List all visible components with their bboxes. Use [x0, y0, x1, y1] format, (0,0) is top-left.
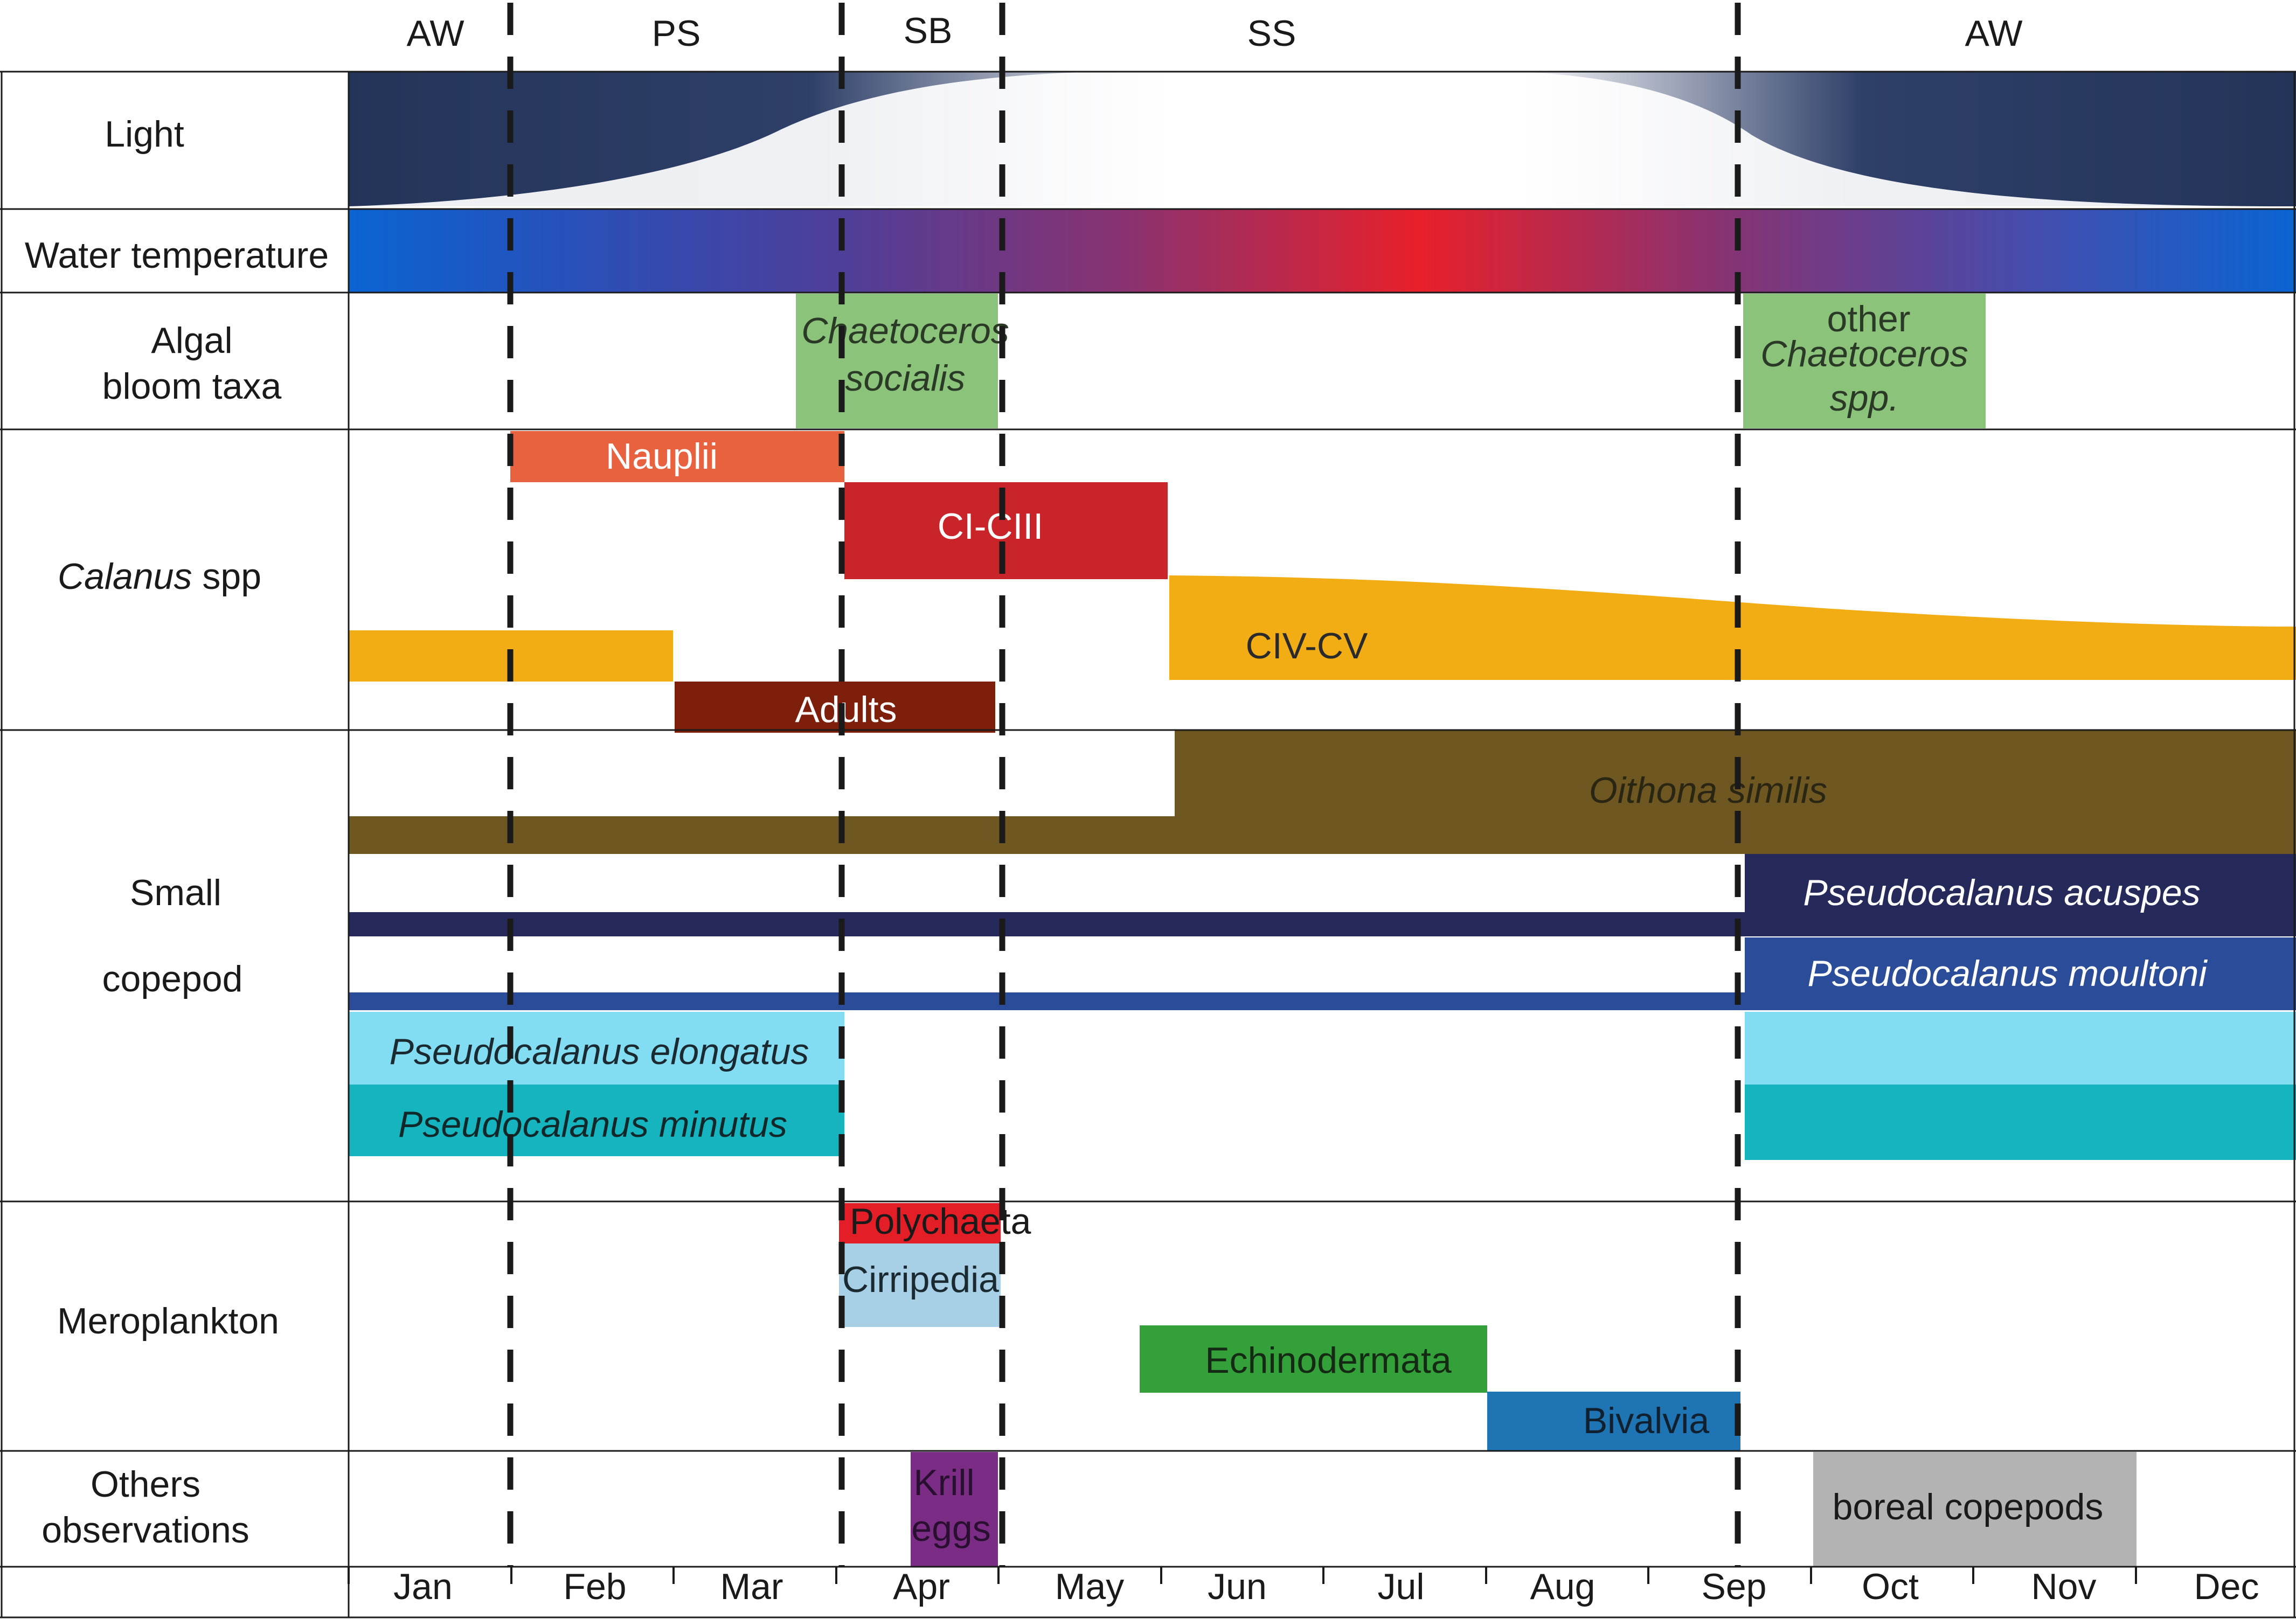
minutus-bar-autumn: [1745, 1085, 2296, 1160]
civ-cv-summer-shape: [1169, 575, 2296, 680]
acuspes-thick-bar: [1745, 854, 2296, 936]
ci-ciii-label: CI-CIII: [938, 506, 1043, 547]
calanus-bars: Nauplii CI-CIII CIV-CV Adults: [349, 431, 2296, 733]
row-label-small-copepod-2: copepod: [102, 958, 243, 999]
cirripedia-bar: [839, 1243, 1001, 1327]
month-label-mar: Mar: [720, 1566, 783, 1607]
krill-eggs-label-2: eggs: [911, 1508, 990, 1549]
elongatus-bar-autumn: [1745, 1012, 2296, 1085]
krill-eggs-bar: [911, 1452, 998, 1567]
month-label-dec: Dec: [2194, 1566, 2259, 1607]
krill-eggs-label-1: Krill: [913, 1462, 974, 1503]
bivalvia-bar: [1487, 1392, 1740, 1451]
water-temperature-band: [349, 209, 2296, 293]
civ-cv-label: CIV-CV: [1246, 626, 1368, 666]
polychaeta-bar: [839, 1203, 1001, 1243]
other-chaetoceros-label-3: spp.: [1830, 378, 1899, 419]
chaetoceros-socialis-bar: [796, 294, 998, 428]
table-grid: [0, 71, 2296, 1618]
month-label-feb: Feb: [563, 1566, 626, 1607]
season-labels: AW PS SB SS AW: [406, 10, 2022, 54]
boreal-copepods-bar: [1813, 1452, 2137, 1567]
row-label-others-2: observations: [41, 1510, 249, 1551]
row-label-algal-bloom-1: Algal: [151, 320, 232, 361]
month-label-apr: Apr: [893, 1566, 950, 1607]
season-label-ss: SS: [1247, 13, 1296, 54]
month-label-jun: Jun: [1208, 1566, 1267, 1607]
row-label-meroplankton: Meroplankton: [57, 1301, 279, 1342]
adults-label: Adults: [795, 689, 897, 730]
nauplii-label: Nauplii: [606, 436, 718, 477]
month-label-may: May: [1055, 1566, 1124, 1607]
nauplii-bar: [510, 431, 844, 482]
minutus-bar-winter: [349, 1085, 844, 1156]
cirripedia-label: Cirripedia: [842, 1259, 999, 1300]
small-copepod-bars: Oithona similis Pseudocalanus acuspes Ps…: [349, 730, 2296, 1160]
bivalvia-label: Bivalvia: [1583, 1400, 1709, 1441]
ci-ciii-bar: [844, 482, 1168, 579]
other-chaetoceros-label-1: other: [1827, 298, 1911, 339]
light-band: [349, 72, 2296, 206]
season-boundaries: [507, 3, 1741, 1567]
month-label-nov: Nov: [2031, 1566, 2097, 1607]
season-label-sb: SB: [904, 10, 953, 51]
row-label-small-copepod-1: Small: [130, 872, 221, 913]
month-label-jul: Jul: [1378, 1566, 1425, 1607]
row-label-algal-bloom-2: bloom taxa: [102, 366, 282, 407]
month-label-jan: Jan: [393, 1566, 453, 1607]
other-chaetoceros-bar: [1743, 294, 1986, 428]
month-ticks: [348, 1567, 2137, 1584]
echinodermata-label: Echinodermata: [1205, 1340, 1452, 1381]
other-chaetoceros-label-2: Chaetoceros: [1760, 333, 1968, 374]
season-label-aw-2: AW: [1965, 13, 2022, 54]
chaetoceros-socialis-label-2: socialis: [845, 358, 966, 399]
row-label-calanus: Calanus spp: [58, 556, 261, 597]
algal-bloom-bars: Chaetoceros socialis other Chaetoceros s…: [796, 294, 1986, 428]
elongatus-bar-winter: [349, 1012, 844, 1085]
row-label-light: Light: [105, 114, 184, 155]
boreal-copepods-label: boreal copepods: [1833, 1486, 2104, 1527]
chaetoceros-socialis-label-1: Chaetoceros: [801, 310, 1009, 351]
meroplankton-bars: Polychaeta Cirripedia Echinodermata Biva…: [839, 1201, 1740, 1451]
month-label-aug: Aug: [1530, 1566, 1596, 1607]
elongatus-label: Pseudocalanus elongatus: [390, 1031, 809, 1072]
row-labels: Light Water temperature Algal bloom taxa…: [25, 114, 329, 1551]
minutus-label: Pseudocalanus minutus: [398, 1104, 787, 1145]
row-label-water-temperature: Water temperature: [25, 235, 329, 276]
oithona-label: Oithona similis: [1589, 770, 1827, 811]
others-bars: Krill eggs boreal copepods: [911, 1452, 2137, 1567]
acuspes-label: Pseudocalanus acuspes: [1803, 872, 2200, 913]
month-axis: Jan Feb Mar Apr May Jun Jul Aug Sep Oct …: [348, 1566, 2259, 1607]
adults-bar: [675, 682, 995, 733]
moultoni-label: Pseudocalanus moultoni: [1808, 953, 2208, 994]
light-daylight-dome: [349, 72, 2296, 206]
moultoni-thick-bar: [1745, 937, 2296, 1010]
month-label-sep: Sep: [1702, 1566, 1767, 1607]
row-label-others-1: Others: [91, 1464, 200, 1505]
season-label-aw-1: AW: [406, 13, 464, 54]
season-label-ps: PS: [652, 13, 701, 54]
month-label-oct: Oct: [1862, 1566, 1919, 1607]
echinodermata-bar: [1140, 1325, 1487, 1393]
